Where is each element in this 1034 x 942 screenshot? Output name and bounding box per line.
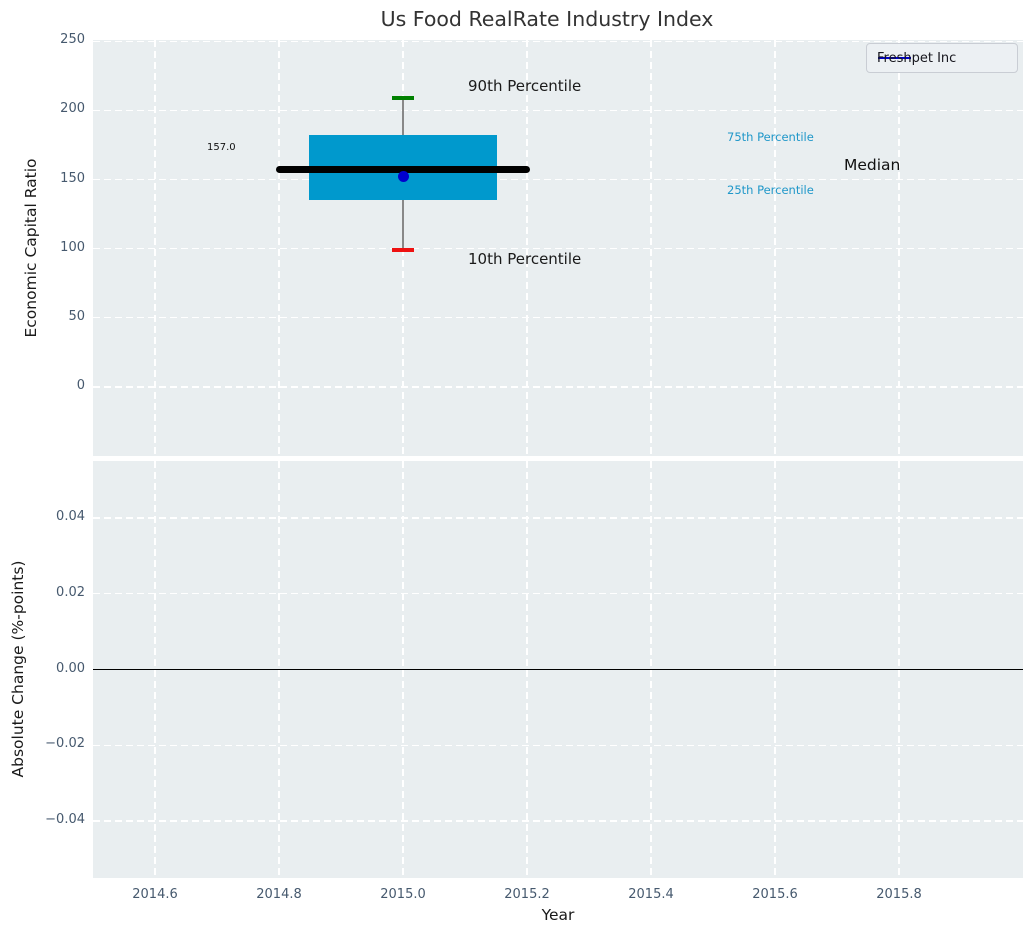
annotation-90th-percentile: 90th Percentile <box>468 77 582 95</box>
y-tick-label: 100 <box>60 239 85 255</box>
y-axis-label-bottom: Absolute Change (%-points) <box>9 560 27 778</box>
y-tick-label: −0.04 <box>45 812 85 828</box>
x-tick-label: 2015.0 <box>380 887 426 902</box>
x-tick-label: 2015.8 <box>876 887 922 902</box>
gridline-horizontal <box>93 317 1023 319</box>
annotation-median: Median <box>844 156 901 174</box>
gridline-horizontal <box>93 109 1023 112</box>
annotation-75th-percentile: 75th Percentile <box>727 130 814 144</box>
y-tick-label: 150 <box>60 170 85 186</box>
x-axis-label: Year <box>541 906 575 924</box>
whisker-cap-10th <box>391 248 415 252</box>
gridline-horizontal <box>93 517 1023 519</box>
annotation-25th-percentile: 25th Percentile <box>727 183 814 197</box>
company-value-dot <box>397 171 409 183</box>
gridline-horizontal <box>93 40 1023 43</box>
legend-line-swatch <box>878 56 911 60</box>
y-tick-label: 0.02 <box>56 584 85 600</box>
gridline-horizontal <box>93 247 1023 250</box>
y-tick-label: 0.00 <box>56 660 85 676</box>
y-tick-label: 50 <box>68 308 85 324</box>
x-tick-label: 2015.6 <box>752 887 798 902</box>
x-tick-label: 2015.4 <box>628 887 674 902</box>
gridline-horizontal <box>93 592 1023 595</box>
gridline-horizontal <box>93 820 1023 822</box>
y-tick-label: 0 <box>76 377 85 393</box>
x-tick-label: 2014.8 <box>256 887 302 902</box>
x-tick-label: 2014.6 <box>132 887 178 902</box>
whisker-cap-90th <box>391 96 415 100</box>
annotation-10th-percentile: 10th Percentile <box>468 250 582 268</box>
y-tick-label: 200 <box>60 101 85 117</box>
y-tick-label: −0.02 <box>45 736 85 752</box>
x-tick-label: 2015.2 <box>504 887 550 902</box>
legend: Freshpet Inc <box>866 43 1018 73</box>
gridline-horizontal <box>93 386 1023 388</box>
chart-title: Us Food RealRate Industry Index <box>380 7 714 31</box>
annotation-median-value: 157.0 <box>207 142 236 153</box>
y-tick-label: 0.04 <box>56 508 85 524</box>
gridline-horizontal <box>93 178 1023 181</box>
zero-line <box>93 668 1023 671</box>
median-line <box>275 166 531 174</box>
y-tick-label: 250 <box>60 32 85 48</box>
gridline-horizontal <box>93 744 1023 746</box>
legend-label: Freshpet Inc <box>877 50 957 66</box>
